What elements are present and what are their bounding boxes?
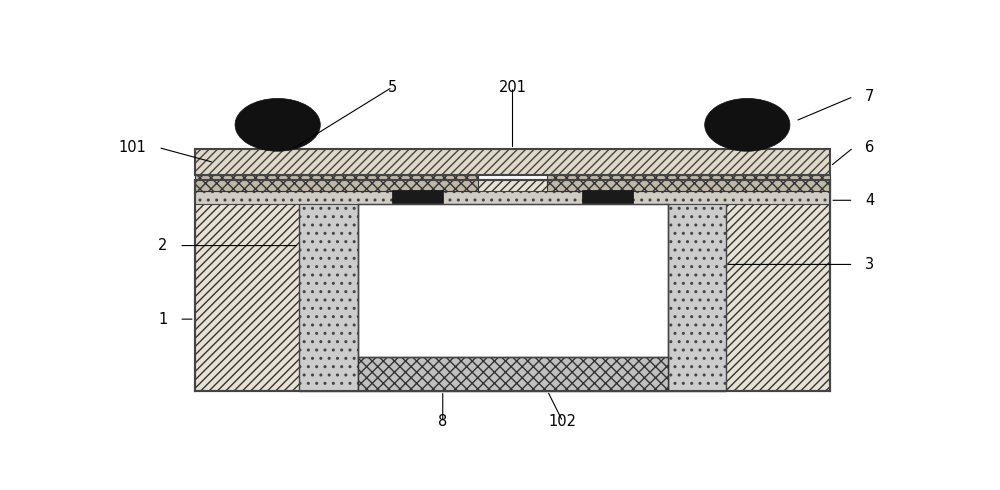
Ellipse shape (235, 98, 320, 151)
Text: 102: 102 (549, 414, 577, 429)
Bar (195, 149, 830, 175)
Bar (299, 179, 358, 391)
Bar (358, 357, 668, 391)
Text: 2: 2 (158, 238, 168, 253)
Bar (582, 190, 633, 203)
Text: 101: 101 (119, 140, 147, 155)
Text: 7: 7 (865, 89, 874, 104)
Text: 6: 6 (865, 140, 874, 155)
Text: 4: 4 (865, 193, 874, 208)
Text: 201: 201 (498, 79, 526, 95)
Bar (195, 175, 478, 191)
Text: 8: 8 (438, 414, 447, 429)
Bar (668, 179, 726, 391)
Text: 1: 1 (158, 312, 168, 327)
Text: 5: 5 (388, 79, 397, 95)
Bar (547, 175, 830, 191)
Bar (392, 190, 443, 203)
Text: 3: 3 (865, 257, 874, 272)
Bar (358, 204, 668, 357)
Ellipse shape (705, 98, 790, 151)
Bar (195, 191, 830, 204)
Bar (195, 179, 830, 391)
